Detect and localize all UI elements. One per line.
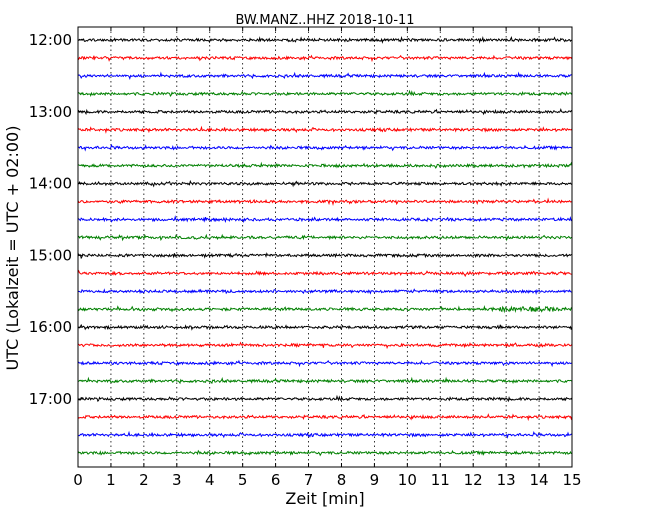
y-axis-label: UTC (Lokalzeit = UTC + 02:00) (3, 126, 22, 371)
trace-row-1330 (77, 143, 573, 152)
trace-row-1300 (77, 108, 573, 116)
trace-row-1545 (77, 304, 573, 314)
x-tick-label: 11 (431, 471, 450, 489)
x-axis-ticks: 0 1 2 3 4 5 6 7 8 9 10 11 12 13 14 15 (73, 27, 582, 489)
x-tick-label: 3 (172, 471, 182, 489)
x-tick-label: 6 (271, 471, 281, 489)
trace-row-1230 (77, 71, 573, 80)
trace-row-1700 (77, 394, 573, 403)
trace-row-1515 (77, 269, 573, 278)
x-tick-label: 5 (238, 471, 248, 489)
x-axis-label: Zeit [min] (285, 489, 364, 508)
x-tick-label: 10 (398, 471, 417, 489)
plot-frame (77, 26, 573, 468)
x-tick-label: 4 (205, 471, 215, 489)
x-tick-label: 14 (530, 471, 549, 489)
x-tick-label: 1 (106, 471, 116, 489)
x-tick-label: 2 (139, 471, 149, 489)
x-tick-label: 7 (304, 471, 314, 489)
trace-row-1400 (77, 179, 573, 188)
trace-row-1345 (77, 161, 573, 169)
trace-row-1500 (77, 252, 573, 260)
trace-row-1445 (77, 233, 573, 242)
trace-row-1730 (77, 430, 573, 439)
trace-row-1530 (77, 288, 573, 295)
y-tick-label: 14:00 (29, 175, 72, 193)
trace-row-1715 (77, 413, 573, 422)
trace-row-1315 (77, 125, 573, 134)
y-axis-ticks: 12:00 13:00 14:00 15:00 16:00 17:00 (29, 31, 83, 408)
trace-row-1415 (77, 197, 573, 206)
trace-row-1645 (77, 376, 573, 385)
x-tick-label: 13 (497, 471, 516, 489)
y-tick-label: 13:00 (29, 103, 72, 121)
x-tick-label: 15 (562, 471, 581, 489)
x-tick-label: 0 (73, 471, 83, 489)
seismogram-traces (77, 35, 573, 457)
vertical-gridlines (110, 27, 540, 467)
trace-row-1630 (77, 359, 573, 368)
x-tick-label: 8 (337, 471, 347, 489)
trace-row-1200 (77, 35, 573, 44)
chart-title: BW.MANZ..HHZ 2018-10-11 (235, 13, 414, 28)
trace-row-1600 (77, 323, 573, 331)
y-tick-label: 15:00 (29, 246, 72, 264)
trace-row-1245 (77, 89, 573, 97)
y-tick-label: 17:00 (29, 390, 72, 408)
y-tick-label: 16:00 (29, 318, 72, 336)
x-tick-label: 9 (370, 471, 380, 489)
trace-row-1745 (77, 449, 573, 457)
x-tick-label: 12 (464, 471, 483, 489)
trace-row-1615 (77, 341, 573, 350)
trace-row-1215 (77, 54, 573, 63)
y-tick-label: 12:00 (29, 31, 72, 49)
trace-row-1430 (77, 215, 573, 224)
